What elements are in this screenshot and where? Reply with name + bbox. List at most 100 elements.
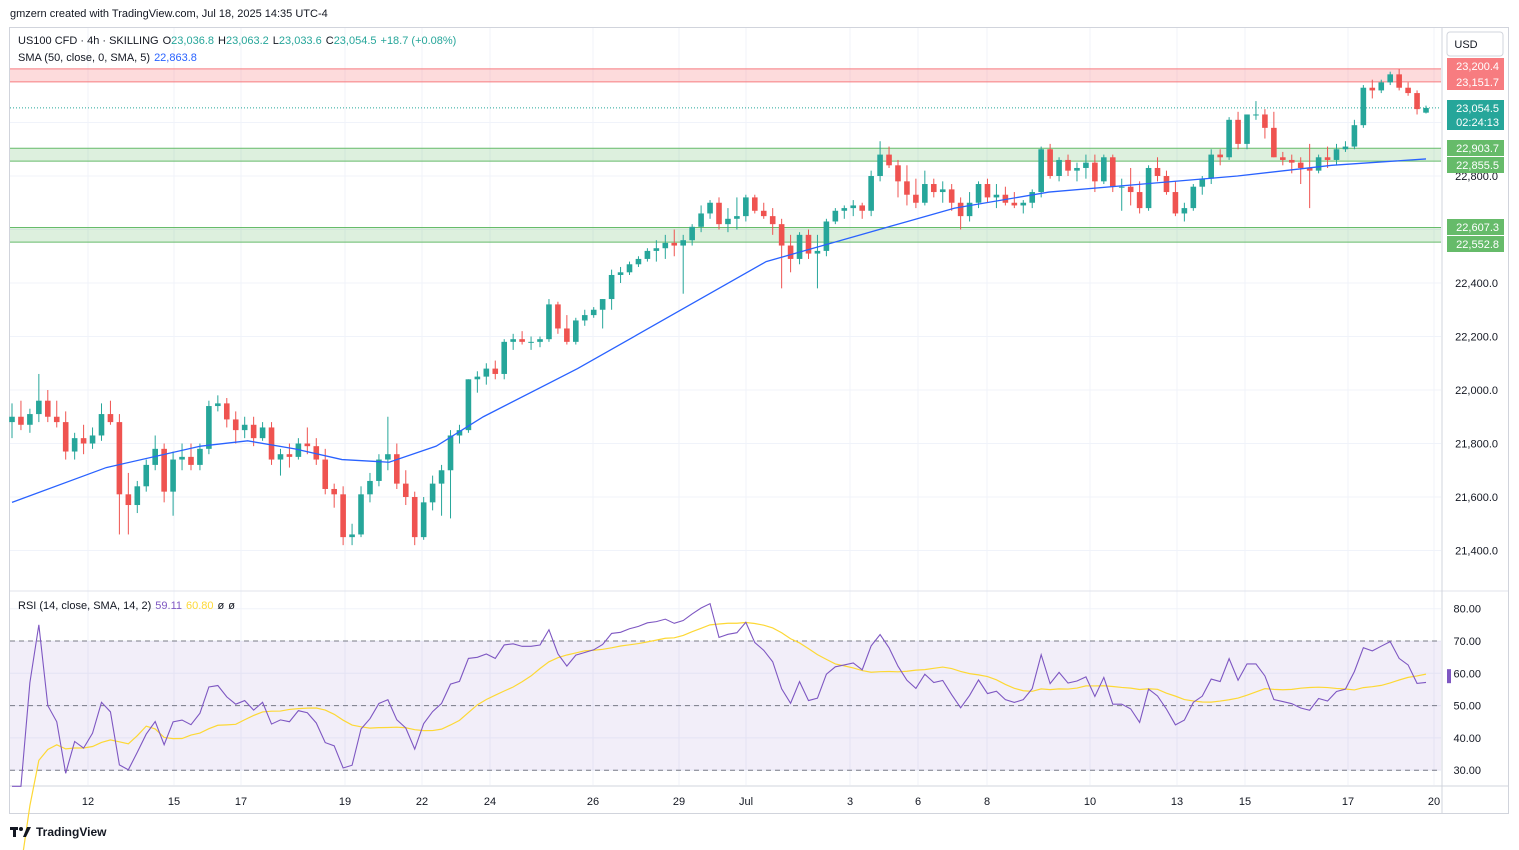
time-tick-label: 8 [984, 796, 990, 808]
candle-body [1387, 74, 1394, 83]
candle-body [707, 202, 713, 214]
candle-body [1199, 178, 1206, 187]
candle-body [1351, 125, 1358, 147]
candle-body [429, 483, 436, 503]
candle-body [304, 443, 311, 447]
candle-body [358, 494, 364, 535]
candle-body [27, 414, 33, 425]
candle-body [814, 250, 821, 254]
candle-body [232, 419, 239, 431]
candle-body [1324, 157, 1331, 160]
candle-body [1342, 146, 1349, 150]
candle-body [223, 403, 230, 420]
candle-body [1244, 114, 1250, 144]
price-legend: US100 CFD · 4h · SKILLING O23,036.8 H23,06… [18, 35, 460, 47]
candle-body [725, 218, 731, 225]
candle-body [966, 202, 973, 217]
candle-body [1181, 208, 1188, 214]
high-label: H [218, 35, 226, 47]
candle-body [1288, 159, 1295, 163]
candle-body [286, 454, 293, 457]
sma-value: 22,863.8 [154, 52, 197, 64]
time-tick-label: 15 [1239, 796, 1251, 808]
candle-body [993, 194, 1000, 198]
time-tick-label: Jul [739, 796, 753, 808]
time-tick-label: 26 [587, 796, 599, 808]
rsi-legend[interactable]: RSI (14, close, SMA, 14, 2) 59.11 60.80 ø ø [18, 600, 239, 612]
candle-body [590, 309, 597, 316]
price-badge [1447, 140, 1504, 156]
candle-body [206, 406, 212, 449]
candle-body [438, 470, 445, 484]
candle-body [519, 339, 525, 342]
time-tick-label: 17 [1342, 796, 1354, 808]
candle-body [483, 368, 490, 377]
candle-body [1154, 167, 1161, 176]
candle-body [564, 328, 570, 342]
candle-body [367, 480, 373, 495]
candle-body [1378, 82, 1385, 91]
candle-body [886, 154, 892, 166]
candle-body [930, 184, 937, 193]
candle-body [250, 424, 257, 439]
price-badge-label: 23,054.5 [1456, 103, 1499, 115]
tradingview-logo-text: TradingView [36, 825, 107, 839]
candle-body [948, 189, 955, 203]
change-value: +18.7 (+0.08%) [380, 35, 457, 47]
tradingview-logo-icon [10, 827, 31, 837]
price-badge [1447, 236, 1504, 252]
candle-body [626, 264, 633, 273]
open-value: 23,036.8 [171, 35, 214, 47]
price-tick-label: 22,400.0 [1455, 278, 1498, 290]
candle-body [134, 486, 141, 506]
candle-body [268, 427, 275, 460]
price-badge [1447, 219, 1504, 235]
sma-legend[interactable]: SMA (50, close, 0, SMA, 5) 22,863.8 [18, 52, 201, 64]
symbol-label[interactable]: US100 CFD · 4h · SKILLING [18, 35, 159, 47]
candle-body [760, 210, 767, 217]
candle-body [608, 274, 615, 300]
candle-body [1118, 186, 1125, 188]
rsi-current-marker [1447, 669, 1451, 684]
candle-body [1163, 176, 1170, 193]
candle-body [823, 221, 830, 251]
currency-label: USD [1454, 39, 1477, 51]
candle-body [161, 448, 167, 492]
candle-body [376, 459, 382, 481]
candle-body [1047, 149, 1053, 176]
time-tick-label: 22 [416, 796, 428, 808]
candle-body [743, 197, 749, 217]
rsi-tick-label: 40.00 [1453, 733, 1481, 745]
candle-body [1011, 202, 1018, 206]
candle-body [1369, 87, 1376, 91]
price-badge-label: 02:24:13 [1456, 117, 1499, 129]
candle-body [1136, 192, 1143, 209]
candle-body [107, 414, 114, 423]
price-badge-label: 23,200.4 [1456, 61, 1499, 73]
resistance-zone [10, 68, 1441, 82]
rsi-value: 59.11 [155, 600, 182, 612]
candle-body [617, 272, 624, 275]
candle-body [689, 226, 695, 241]
candle-body [850, 205, 857, 209]
candle-body [698, 213, 704, 227]
rsi-line [12, 602, 1427, 787]
price-tick-label: 22,000.0 [1455, 385, 1498, 397]
rsi-sma-line [22, 621, 1427, 850]
candle-body [1271, 127, 1277, 158]
candle-body [36, 400, 42, 415]
candle-body [510, 339, 516, 342]
candle-body [1360, 87, 1367, 126]
candle-body [474, 376, 481, 380]
candle-body [1423, 107, 1429, 113]
candle-body [89, 435, 96, 444]
candle-body [716, 202, 722, 225]
candle-body [1235, 119, 1241, 144]
low-label: L [272, 35, 279, 47]
tradingview-logo[interactable]: TradingView [10, 825, 106, 839]
candle-body [1190, 186, 1197, 209]
support-zone [10, 148, 1441, 162]
price-tick-label: 22,800.0 [1455, 171, 1498, 183]
candle-body [349, 534, 355, 538]
